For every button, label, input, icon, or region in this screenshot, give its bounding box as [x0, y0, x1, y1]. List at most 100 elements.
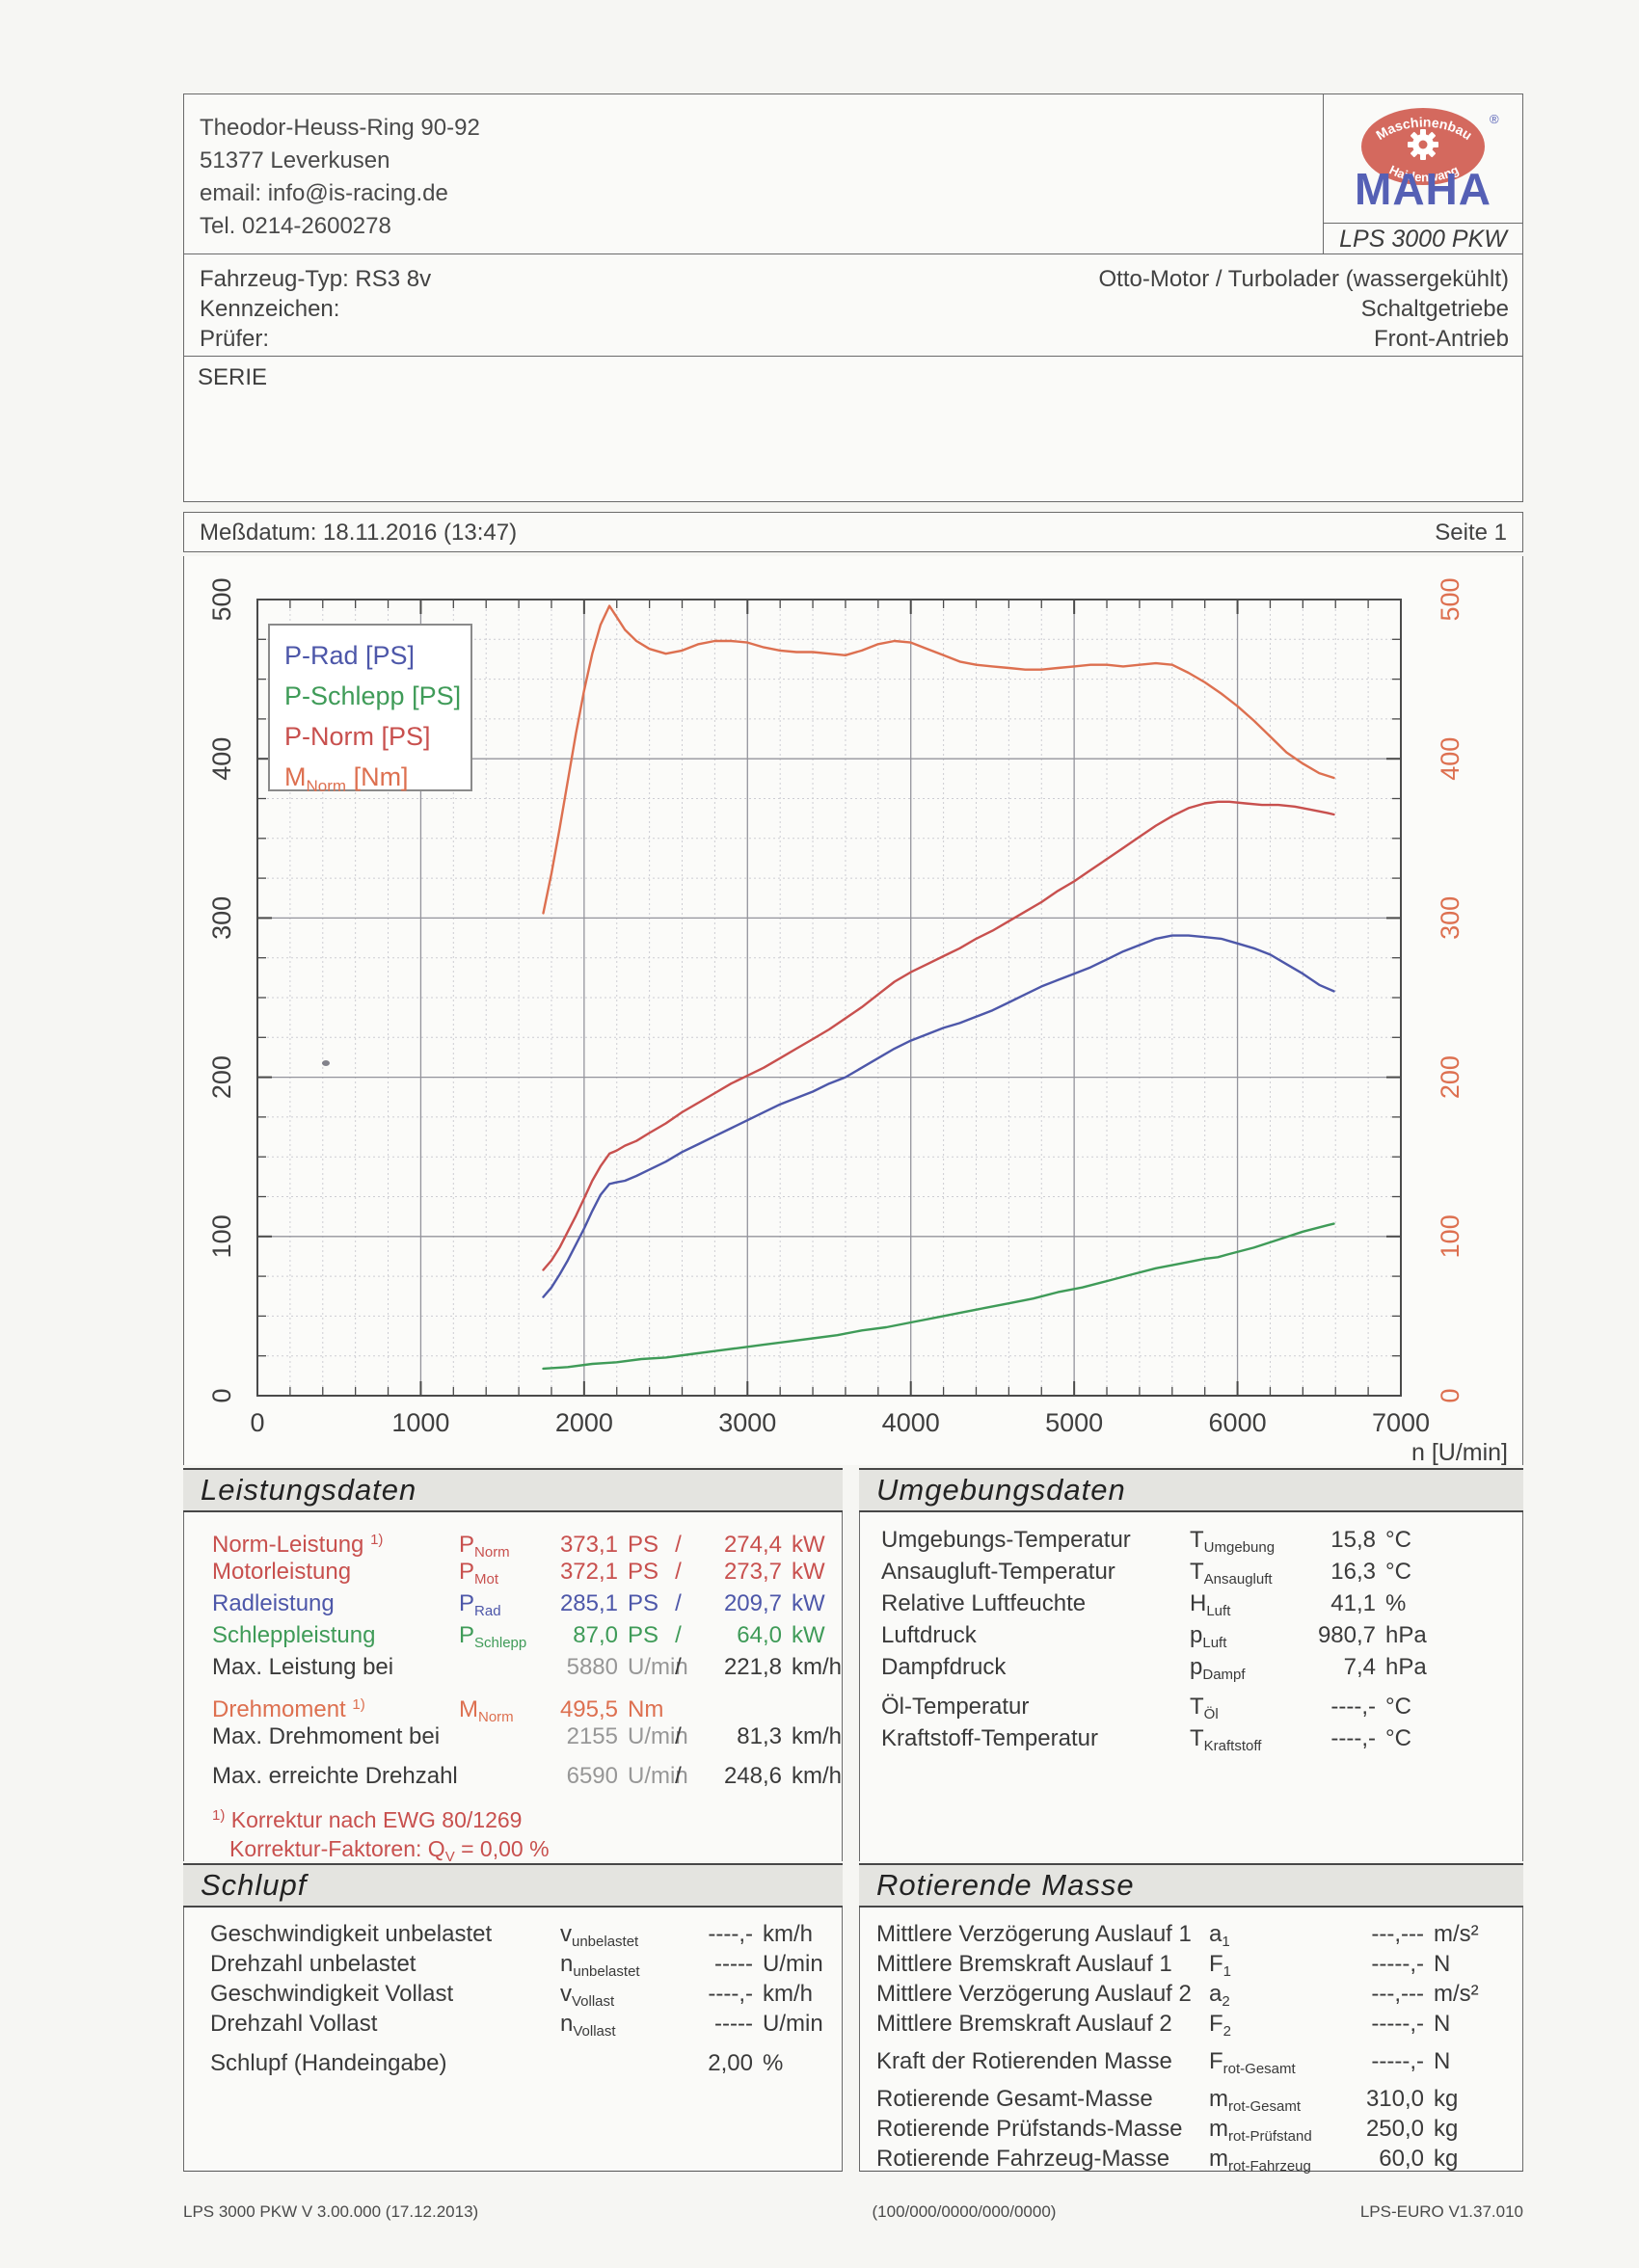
- u1-cell: U/min: [628, 1723, 688, 1749]
- leistung-table: Norm-Leistung 1) PNorm 373,1 PS/274,4 kW Moto…: [183, 1512, 843, 1865]
- series-p-schlepp-ps-: [542, 1222, 1335, 1371]
- sep-cell: /: [675, 1622, 682, 1648]
- schlupf-table: Geschwindigkeit unbelastet vunbelastet ---…: [183, 1908, 843, 2172]
- lbl-cell: Norm-Leistung 1): [212, 1532, 384, 1558]
- lbl-cell: Mittlere Bremskraft Auslauf 2: [876, 2011, 1172, 2037]
- table-row: Mittlere Verzögerung Auslauf 1 a1 ---,--- m…: [860, 1919, 1522, 1950]
- section-title: Schlupf: [201, 1868, 308, 1902]
- table-row: Drehzahl Vollast nVollast ----- U/min: [184, 2009, 842, 2040]
- sym-cell: pLuft: [1190, 1622, 1227, 1651]
- u1-cell: N: [1434, 1951, 1451, 1977]
- sym-cell: PNorm: [459, 1532, 510, 1561]
- u2-cell: km/h: [792, 1654, 843, 1680]
- section-title: Rotierende Masse: [876, 1868, 1135, 1902]
- lbl-cell: Mittlere Verzögerung Auslauf 1: [876, 1921, 1192, 1947]
- table-row: Rotierende Prüfstands-Masse mrot-Prüfstan…: [860, 2114, 1522, 2145]
- lbl-cell: Kraftstoff-Temperatur: [881, 1725, 1098, 1751]
- section-title: Leistungsdaten: [201, 1473, 417, 1507]
- measure-date: Meßdatum: 18.11.2016 (13:47): [200, 520, 518, 546]
- v1-cell: 250,0: [1365, 2116, 1424, 2142]
- data-sections: Leistungsdaten Norm-Leistung 1) PNorm 373,…: [183, 1468, 1523, 2268]
- lbl-cell: Relative Luftfeuchte: [881, 1590, 1087, 1616]
- v1-cell: -----,-: [1371, 1951, 1424, 1977]
- sym-cell: MNorm: [459, 1696, 514, 1725]
- sep-cell: /: [675, 1763, 682, 1789]
- u1-cell: m/s²: [1434, 1981, 1479, 2007]
- sym-cell: Frot-Gesamt: [1209, 2048, 1296, 2077]
- sym-cell: F2: [1209, 2011, 1232, 2040]
- lbl-cell: Mittlere Verzögerung Auslauf 2: [876, 1981, 1192, 2007]
- v1-cell: 980,7: [1317, 1622, 1376, 1648]
- v1-cell: -----,-: [1371, 2048, 1424, 2074]
- v1-cell: 6590: [566, 1763, 618, 1789]
- u1-cell: Nm: [628, 1696, 664, 1722]
- v1-cell: ----,-: [1330, 1694, 1376, 1720]
- svg-text:6000: 6000: [1209, 1408, 1267, 1437]
- u1-cell: °C: [1385, 1694, 1411, 1720]
- v2-cell: 274,4: [723, 1532, 782, 1558]
- sym-cell: a2: [1209, 1981, 1230, 2010]
- sym-cell: a1: [1209, 1921, 1230, 1950]
- u1-cell: °C: [1385, 1559, 1411, 1585]
- registered-mark: ®: [1490, 112, 1499, 126]
- logo-cell: Maschinenbau Haidenwang ® MAHA: [1323, 94, 1522, 254]
- series-m-norm-nm-: [542, 604, 1335, 915]
- serie-box: SERIE: [183, 357, 1523, 502]
- y-right-label: 300: [1436, 896, 1464, 940]
- dyno-chart: 0 1000 2000 3000 4000 5000 6000 7000 n [U/min] 0 0…: [184, 556, 1522, 1470]
- y-right-label: 400: [1436, 737, 1464, 781]
- page-number: Seite 1: [1435, 520, 1507, 546]
- v1-cell: -----: [714, 1951, 753, 1977]
- table-row: Geschwindigkeit unbelastet vunbelastet ---…: [184, 1919, 842, 1950]
- y-left-label: 500: [207, 577, 236, 621]
- v2-cell: 81,3: [737, 1723, 782, 1749]
- u1-cell: PS: [628, 1559, 659, 1585]
- v1-cell: ----,-: [708, 1921, 753, 1947]
- umgebung-table: Umgebungs-Temperatur TUmgebung 15,8 °C Ansau…: [859, 1512, 1523, 1861]
- lbl-cell: Max. Drehmoment bei: [212, 1723, 441, 1749]
- svg-text:2000: 2000: [555, 1408, 613, 1437]
- footer-version-right: LPS-EURO V1.37.010: [1359, 2202, 1523, 2221]
- table-row: Drehzahl unbelastet nunbelastet ----- U/min: [184, 1949, 842, 1980]
- u2-cell: kW: [792, 1622, 825, 1648]
- lbl-cell: Max. Leistung bei: [212, 1654, 394, 1680]
- series-p-norm-ps-: [542, 800, 1335, 1271]
- x-axis-title: n [U/min]: [1411, 1439, 1508, 1465]
- v2-cell: 221,8: [723, 1654, 782, 1680]
- table-row: Öl-Temperatur TÖl ----,- °C: [860, 1691, 1522, 1722]
- u2-cell: kW: [792, 1590, 825, 1616]
- y-right-label: 500: [1436, 577, 1464, 621]
- table-row: Motorleistung PMot 372,1 PS / 273,7 kW: [184, 1556, 842, 1588]
- u1-cell: %: [1385, 1590, 1407, 1616]
- sep-cell: /: [675, 1723, 682, 1749]
- v1-cell: 2155: [566, 1723, 618, 1749]
- table-row: Umgebungs-Temperatur TUmgebung 15,8 °C: [860, 1524, 1522, 1556]
- lbl-cell: Kraft der Rotierenden Masse: [876, 2048, 1172, 2074]
- v1-cell: 495,5: [559, 1696, 618, 1722]
- u1-cell: U/min: [763, 2011, 823, 2037]
- u1-cell: N: [1434, 2048, 1451, 2074]
- u1-cell: km/h: [763, 1981, 814, 2007]
- x-axis-labels: 0 1000 2000 3000 4000 5000 6000 7000: [250, 1408, 1430, 1437]
- sym-cell: vunbelastet: [560, 1921, 639, 1950]
- u1-cell: kg: [1434, 2116, 1459, 2142]
- table-row: Luftdruck pLuft 980,7 hPa: [860, 1619, 1522, 1651]
- sym-cell: pDampf: [1190, 1654, 1246, 1683]
- u2-cell: kW: [792, 1532, 825, 1558]
- lbl-cell: Max. erreichte Drehzahl: [212, 1763, 458, 1789]
- table-row: Kraft der Rotierenden Masse Frot-Gesamt --…: [860, 2046, 1522, 2077]
- table-row: Rotierende Gesamt-Masse mrot-Gesamt 310,0 k…: [860, 2084, 1522, 2115]
- v2-cell: 273,7: [723, 1559, 782, 1585]
- u1-cell: kg: [1434, 2086, 1459, 2112]
- legend-item: P-Schlepp [PS]: [284, 681, 461, 710]
- gear-icon: [1408, 129, 1438, 160]
- table-row: Max. Drehmoment bei 2155 U/min/ 81,3 km/h: [184, 1721, 842, 1752]
- sym-cell: vVollast: [560, 1981, 615, 2010]
- y-right-label: 100: [1436, 1214, 1464, 1258]
- u1-cell: PS: [628, 1532, 659, 1558]
- sym-cell: nunbelastet: [560, 1951, 640, 1980]
- sym-cell: TÖl: [1190, 1694, 1219, 1722]
- legend-item: MNorm [Nm]: [284, 762, 409, 795]
